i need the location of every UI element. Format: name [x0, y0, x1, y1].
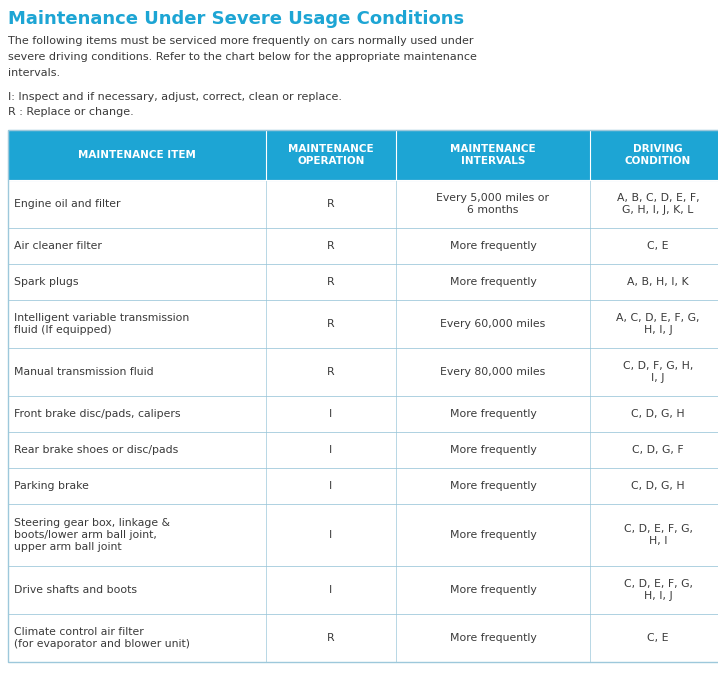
Text: Front brake disc/pads, calipers: Front brake disc/pads, calipers [14, 409, 180, 419]
Text: C, D, G, H: C, D, G, H [631, 409, 685, 419]
Text: I: Inspect and if necessary, adjust, correct, clean or replace.: I: Inspect and if necessary, adjust, cor… [8, 92, 342, 102]
Text: R: R [327, 367, 335, 377]
Text: Every 5,000 miles or
6 months: Every 5,000 miles or 6 months [437, 193, 549, 215]
Text: More frequently: More frequently [449, 445, 536, 455]
Bar [8, 130, 718, 662]
Text: MAINTENANCE
INTERVALS: MAINTENANCE INTERVALS [450, 144, 536, 166]
Text: MAINTENANCE
OPERATION: MAINTENANCE OPERATION [288, 144, 374, 166]
Text: More frequently: More frequently [449, 409, 536, 419]
Text: I: I [330, 585, 332, 595]
Text: A, B, H, I, K: A, B, H, I, K [628, 277, 689, 287]
Text: I: I [330, 409, 332, 419]
Text: Rear brake shoes or disc/pads: Rear brake shoes or disc/pads [14, 445, 178, 455]
Text: Steering gear box, linkage &
boots/lower arm ball joint,
upper arm ball joint: Steering gear box, linkage & boots/lower… [14, 518, 170, 552]
Text: Drive shafts and boots: Drive shafts and boots [14, 585, 137, 595]
Text: intervals.: intervals. [8, 68, 60, 78]
Text: R: R [327, 241, 335, 251]
Text: C, D, G, H: C, D, G, H [631, 481, 685, 491]
Text: severe driving conditions. Refer to the chart below for the appropriate maintena: severe driving conditions. Refer to the … [8, 52, 477, 62]
Text: I: I [330, 530, 332, 540]
Text: I: I [330, 481, 332, 491]
Text: R: R [327, 633, 335, 643]
Text: More frequently: More frequently [449, 241, 536, 251]
Text: Spark plugs: Spark plugs [14, 277, 78, 287]
Bar [8, 566, 718, 614]
Bar [8, 396, 718, 432]
Text: A, C, D, E, F, G,
H, I, J: A, C, D, E, F, G, H, I, J [616, 313, 700, 335]
Text: Every 80,000 miles: Every 80,000 miles [440, 367, 546, 377]
Text: C, E: C, E [647, 633, 668, 643]
Text: Air cleaner filter: Air cleaner filter [14, 241, 102, 251]
Bar [8, 504, 718, 566]
Text: More frequently: More frequently [449, 585, 536, 595]
Bar [8, 300, 718, 348]
Bar [8, 614, 718, 662]
Text: DRIVING
CONDITION: DRIVING CONDITION [625, 144, 691, 166]
Bar [8, 468, 718, 504]
Text: Parking brake: Parking brake [14, 481, 89, 491]
Text: Intelligent variable transmission
fluid (If equipped): Intelligent variable transmission fluid … [14, 313, 190, 335]
Text: Every 60,000 miles: Every 60,000 miles [440, 319, 546, 329]
Text: C, E: C, E [647, 241, 668, 251]
Text: Maintenance Under Severe Usage Conditions: Maintenance Under Severe Usage Condition… [8, 10, 464, 28]
Text: Engine oil and filter: Engine oil and filter [14, 199, 121, 209]
Bar [8, 228, 718, 264]
Text: MAINTENANCE ITEM: MAINTENANCE ITEM [78, 150, 196, 160]
Text: R: R [327, 199, 335, 209]
Text: C, D, G, F: C, D, G, F [632, 445, 684, 455]
Text: Manual transmission fluid: Manual transmission fluid [14, 367, 154, 377]
Bar [8, 348, 718, 396]
Text: I: I [330, 445, 332, 455]
Bar [8, 180, 718, 228]
Text: More frequently: More frequently [449, 481, 536, 491]
Text: More frequently: More frequently [449, 633, 536, 643]
Text: A, B, C, D, E, F,
G, H, I, J, K, L: A, B, C, D, E, F, G, H, I, J, K, L [617, 193, 699, 215]
Bar [8, 432, 718, 468]
Text: C, D, F, G, H,
I, J: C, D, F, G, H, I, J [623, 361, 693, 383]
Text: The following items must be serviced more frequently on cars normally used under: The following items must be serviced mor… [8, 36, 473, 46]
Text: R: R [327, 277, 335, 287]
Text: R: R [327, 319, 335, 329]
Text: R : Replace or change.: R : Replace or change. [8, 107, 134, 117]
Text: C, D, E, F, G,
H, I, J: C, D, E, F, G, H, I, J [623, 579, 692, 601]
Text: C, D, E, F, G,
H, I: C, D, E, F, G, H, I [623, 524, 692, 545]
Bar [8, 264, 718, 300]
Text: More frequently: More frequently [449, 277, 536, 287]
Text: More frequently: More frequently [449, 530, 536, 540]
Text: Climate control air filter
(for evaporator and blower unit): Climate control air filter (for evaporat… [14, 627, 190, 649]
Bar [8, 130, 718, 180]
